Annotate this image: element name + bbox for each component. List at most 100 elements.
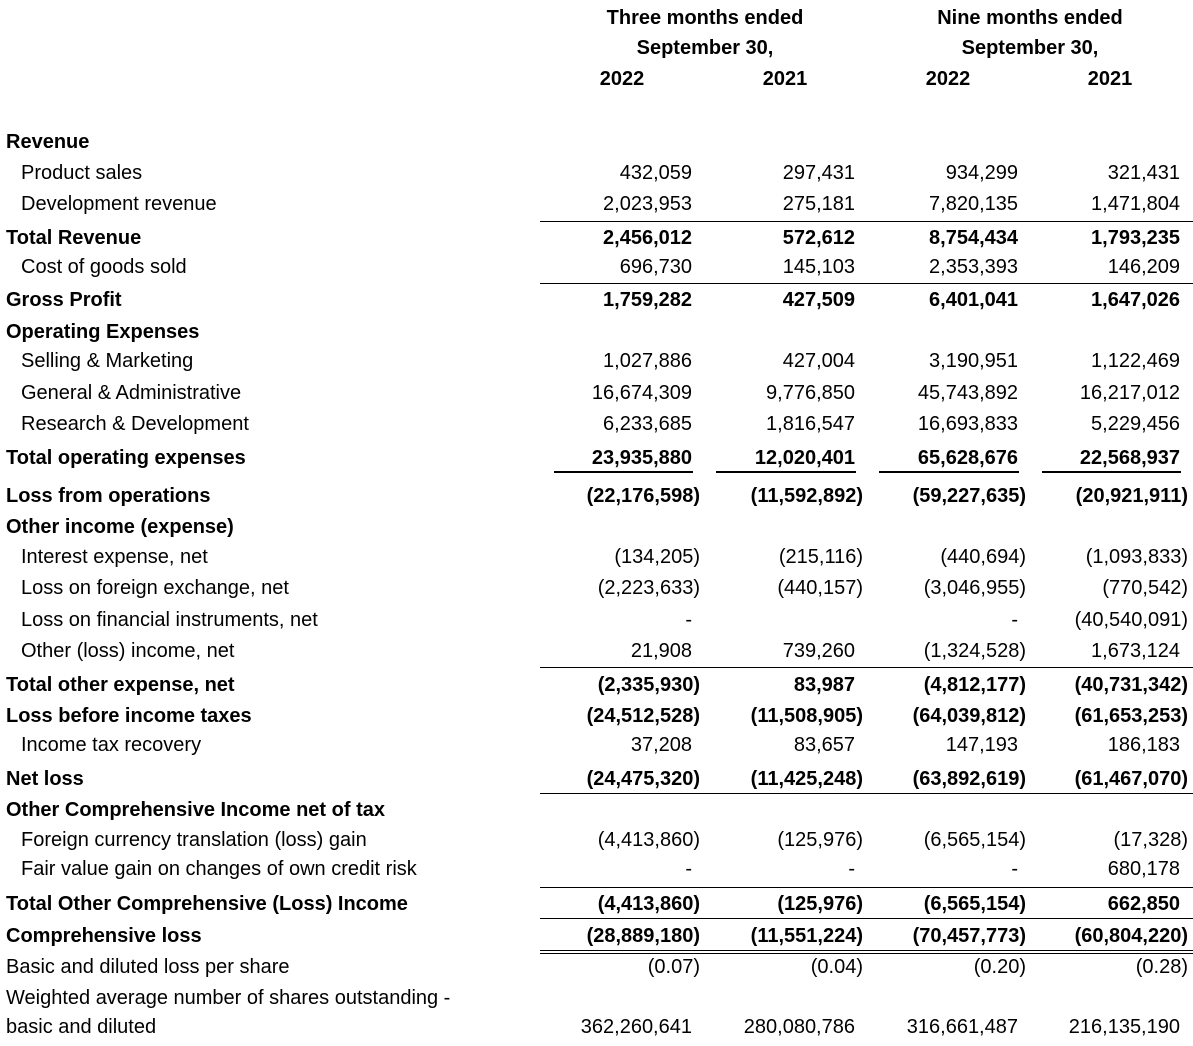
row-label: Other income (expense) <box>6 516 234 538</box>
row-value: 1,027,886 <box>603 350 692 372</box>
row-value: (6,565,154) <box>923 893 1026 915</box>
divider-line <box>554 471 693 473</box>
row-value: (22,176,598) <box>586 485 700 507</box>
row-label: Other Comprehensive Income net of tax <box>6 799 385 821</box>
row-value: 146,209 <box>1107 256 1180 278</box>
row-value: (0.28) <box>1135 956 1188 978</box>
divider-line <box>1042 471 1181 473</box>
row-value: 275,181 <box>782 193 855 215</box>
row-value: 2,353,393 <box>929 256 1018 278</box>
row-value: (11,425,248) <box>750 768 863 790</box>
header-year: 2021 <box>1087 68 1133 90</box>
row-value: 6,233,685 <box>603 413 692 435</box>
row-value: (61,467,070) <box>1074 768 1188 790</box>
row-value: (40,731,342) <box>1074 674 1188 696</box>
row-value: 297,431 <box>782 162 855 184</box>
row-value: (1,093,833) <box>1085 546 1188 568</box>
divider-line <box>540 918 1193 919</box>
row-label: Net loss <box>6 768 84 790</box>
row-value: 216,135,190 <box>1068 1016 1180 1038</box>
row-label: Total Revenue <box>6 227 142 249</box>
row-value: (70,457,773) <box>912 925 1026 947</box>
row-value: (4,812,177) <box>923 674 1026 696</box>
row-value: 186,183 <box>1107 734 1180 756</box>
row-value: 3,190,951 <box>929 350 1018 372</box>
header-nine-months: Nine months ended <box>937 7 1123 29</box>
header-period-end-nine: September 30, <box>961 37 1099 59</box>
row-value: 362,260,641 <box>580 1016 692 1038</box>
row-value: - <box>848 858 855 880</box>
row-value: 1,673,124 <box>1091 640 1180 662</box>
row-value: (440,157) <box>777 577 863 599</box>
row-value: 16,693,833 <box>917 413 1018 435</box>
row-value: 696,730 <box>619 256 692 278</box>
row-label: Comprehensive loss <box>6 925 202 947</box>
row-label: Product sales <box>21 162 143 184</box>
row-value: (24,512,528) <box>586 705 700 727</box>
row-value: 83,987 <box>793 674 855 696</box>
row-value: (125,976) <box>777 893 863 915</box>
row-value: 83,657 <box>793 734 855 756</box>
row-value: (61,653,253) <box>1074 705 1188 727</box>
row-value: 680,178 <box>1107 858 1180 880</box>
row-value: (0.04) <box>810 956 863 978</box>
divider-line <box>540 953 1193 954</box>
row-value: (6,565,154) <box>923 829 1026 851</box>
row-label: Revenue <box>6 131 90 153</box>
row-value: (3,046,955) <box>923 577 1026 599</box>
row-label: Selling & Marketing <box>21 350 194 372</box>
row-value: 6,401,041 <box>929 289 1018 311</box>
row-value: 1,471,804 <box>1091 193 1180 215</box>
row-value: 427,004 <box>782 350 855 372</box>
row-value: (11,551,224) <box>750 925 863 947</box>
row-value: - <box>685 858 692 880</box>
row-label: Development revenue <box>21 193 217 215</box>
row-label: Total Other Comprehensive (Loss) Income <box>6 893 408 915</box>
row-value: (440,694) <box>940 546 1026 568</box>
row-value: (20,921,911) <box>1075 485 1188 507</box>
row-value: 12,020,401 <box>754 447 855 469</box>
row-label: Operating Expenses <box>6 321 200 343</box>
row-value: 432,059 <box>619 162 692 184</box>
row-value: 321,431 <box>1107 162 1180 184</box>
row-value: 37,208 <box>630 734 692 756</box>
divider-line <box>879 471 1019 473</box>
row-value: - <box>1011 609 1018 631</box>
row-value: 45,743,892 <box>917 382 1018 404</box>
row-value: (11,508,905) <box>750 705 863 727</box>
header-three-months: Three months ended <box>606 7 804 29</box>
row-value: 16,217,012 <box>1079 382 1180 404</box>
divider-line <box>540 283 1193 284</box>
row-value: (2,335,930) <box>597 674 700 696</box>
row-label: General & Administrative <box>21 382 242 404</box>
row-value: 147,193 <box>945 734 1018 756</box>
row-value: (0.07) <box>647 956 700 978</box>
row-label: Gross Profit <box>6 289 122 311</box>
row-value: (63,892,619) <box>912 768 1026 790</box>
row-label: Basic and diluted loss per share <box>6 956 290 978</box>
row-label: Total other expense, net <box>6 674 235 696</box>
row-label: Other (loss) income, net <box>21 640 235 662</box>
row-value: (1,324,528) <box>923 640 1026 662</box>
row-label: Interest expense, net <box>21 546 208 568</box>
row-value: 22,568,937 <box>1079 447 1180 469</box>
row-label: Cost of goods sold <box>21 256 187 278</box>
row-value: (28,889,180) <box>586 925 700 947</box>
divider-line <box>540 667 1193 668</box>
row-value: - <box>685 609 692 631</box>
row-value: 1,647,026 <box>1091 289 1180 311</box>
row-value: (215,116) <box>778 546 863 568</box>
row-value: (40,540,091) <box>1074 609 1188 631</box>
row-label: Foreign currency translation (loss) gain <box>21 829 367 851</box>
row-value: 316,661,487 <box>906 1016 1018 1038</box>
header-period-end-three: September 30, <box>636 37 774 59</box>
row-value: (4,413,860) <box>597 893 700 915</box>
row-value: 65,628,676 <box>917 447 1018 469</box>
row-label: Loss before income taxes <box>6 705 252 727</box>
row-value: 662,850 <box>1107 893 1180 915</box>
row-value: 5,229,456 <box>1091 413 1180 435</box>
row-value: 739,260 <box>782 640 855 662</box>
row-label: Loss from operations <box>6 485 211 507</box>
row-value: 16,674,309 <box>591 382 692 404</box>
